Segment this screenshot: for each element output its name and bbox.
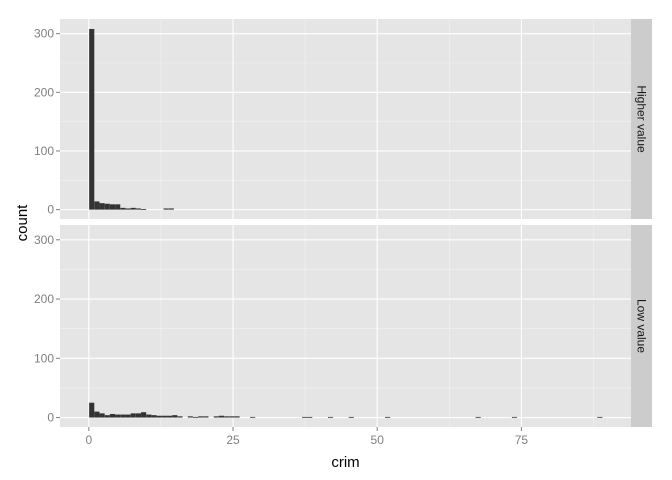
x-tick-label: 75 [515,433,529,447]
histogram-bar [198,416,204,418]
histogram-bar [163,208,169,210]
histogram-bar [130,207,136,210]
facet-panels: 0 100 200 300 Higher value 0 100 200 300 Low valu… [34,19,652,427]
histogram-bar [135,413,142,418]
facet-strip-label: Higher value [635,85,649,153]
histogram-bar [94,411,100,418]
y-tick-label: 300 [34,233,54,247]
histogram-bar [125,208,131,210]
y-tick-label: 0 [47,203,54,217]
histogram-bar [307,416,313,418]
histogram-bar [120,414,126,418]
histogram-bar [597,416,603,418]
histogram-bar [385,416,391,418]
x-axis-title: crim [331,454,359,471]
facet-panel-1: 0 100 200 300 Low value [34,225,652,427]
y-tick-label: 100 [34,351,54,365]
histogram-bar [301,416,308,418]
y-tick-label: 200 [34,292,54,306]
y-axis-title: count [14,204,31,242]
histogram-bar [218,415,225,418]
histogram-bar [104,203,110,210]
panel-background [60,19,631,219]
x-tick-label: 25 [226,433,240,447]
histogram-bar [348,416,354,418]
histogram-bar [99,203,105,210]
histogram-bar [475,416,481,418]
histogram-bar [151,415,157,418]
histogram-bar [115,204,121,210]
histogram-bar [229,416,235,418]
histogram-bar [177,416,183,418]
histogram-bar [89,28,95,210]
histogram-bar [167,415,173,418]
histogram-bar [203,416,209,418]
histogram-bar [104,415,110,418]
panel-background [60,225,631,427]
histogram-bar [234,416,240,418]
x-tick-label: 50 [371,433,385,447]
facet-strip-label: Low value [635,299,649,353]
histogram-bar [156,415,162,418]
histogram-bar [130,413,136,418]
facet-strip [631,225,652,427]
facet-panel-0: 0 100 200 300 Higher value [34,19,652,219]
histogram-bar [109,413,116,418]
histogram-bar [125,414,131,418]
histogram-bar [146,414,152,418]
y-tick-label: 200 [34,85,54,99]
histogram-bar [115,414,121,418]
histogram-bar [213,416,219,418]
histogram-bar [89,402,95,418]
histogram-bar [141,412,147,418]
x-tick-label: 0 [85,433,92,447]
histogram-bar [224,416,230,418]
y-tick-label: 0 [47,411,54,425]
histogram-bar [511,416,518,418]
x-axis: 0 25 50 75 [85,427,528,447]
histogram-bar [99,413,105,418]
histogram-bar [192,416,199,418]
histogram-bar [94,201,100,210]
histogram-bar [168,208,174,210]
y-tick-label: 300 [34,27,54,41]
histogram-bar [109,204,116,210]
histogram-bar [120,207,126,210]
y-tick-label: 100 [34,144,54,158]
histogram-bar [250,416,256,418]
histogram-bar [141,209,147,210]
histogram-bar [135,208,142,210]
histogram-bar [187,416,193,418]
histogram-bar [161,415,167,418]
facet-strip [631,19,652,219]
histogram-bar [327,416,334,418]
histogram-bar [172,415,178,418]
